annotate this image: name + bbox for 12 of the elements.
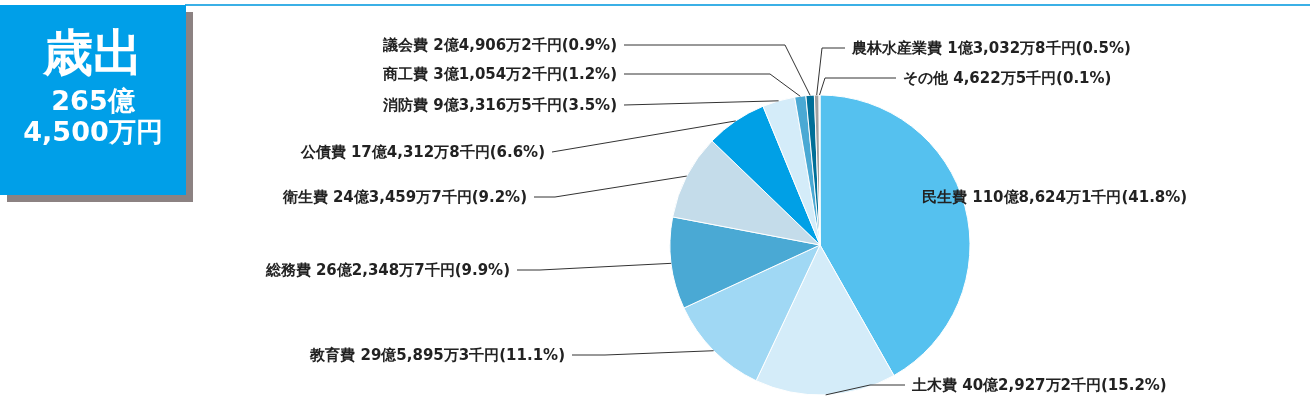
slice-label: 衛生費 24億3,459万7千円(9.2%) [281,188,527,207]
slice-label: 公債費 17億4,312万8千円(6.6%) [299,143,545,162]
chart-title: 歳出 [42,23,144,84]
slice-label: 農林水産業費 1億3,032万8千円(0.5%) [851,39,1131,58]
slice-label: その他 4,622万5千円(0.1%) [903,69,1112,88]
slice-label: 土木費 40億2,927万2千円(15.2%) [911,376,1167,395]
slice-label: 商工費 3億1,054万2千円(1.2%) [382,65,617,84]
slice-label: 議会費 2億4,906万2千円(0.9%) [382,36,617,55]
slice-label: 総務費 26億2,348万7千円(9.9%) [264,261,510,280]
slice-label: 消防費 9億3,316万5千円(3.5%) [382,96,617,115]
text: 265億 4,500万円 [22,85,164,147]
slice-label: 教育費 29億5,895万3千円(11.1%) [309,346,565,365]
